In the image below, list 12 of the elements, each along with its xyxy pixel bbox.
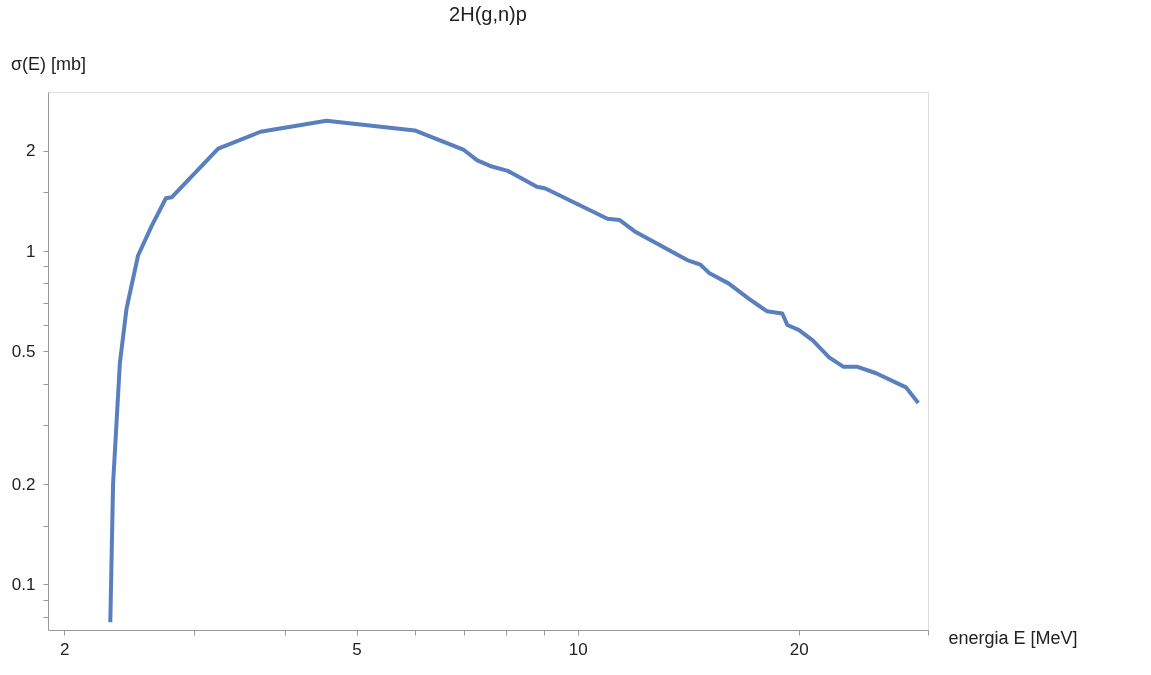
y-axis-title: σ(E) [mb]	[10, 53, 87, 74]
x-tick-label: 5	[352, 639, 362, 659]
y-tick-label: 0.1	[11, 574, 36, 594]
y-tick-label: 0.5	[11, 341, 36, 361]
x-tick-label: 10	[568, 639, 588, 659]
chart-title: 2H(g,n)p	[449, 3, 527, 25]
y-tick-label: 2	[26, 141, 36, 161]
x-tick-label: 20	[789, 639, 809, 659]
x-axis-title: energia E [MeV]	[948, 627, 1078, 648]
y-tick-label: 1	[26, 241, 36, 261]
y-tick-label: 0.2	[11, 474, 36, 494]
x-tick-label: 2	[60, 639, 70, 659]
